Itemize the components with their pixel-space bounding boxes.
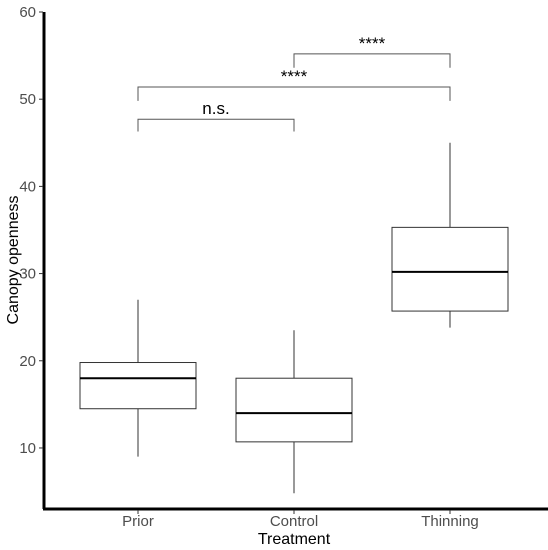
significance-bracket [137,86,451,101]
significance-label: **** [359,34,386,53]
significance-bracket [293,53,451,68]
box-prior [79,362,197,410]
x-tick-label: Thinning [421,513,479,530]
significance-bracket [137,118,295,132]
y-tick-label: 10 [19,440,36,457]
x-tick-label: Control [270,513,318,530]
y-tick-label: 30 [19,266,36,283]
plot-area: n.s. **** **** [79,34,509,494]
significance-label: n.s. [202,99,229,118]
box-control [235,377,353,443]
y-tick-label: 50 [19,91,36,108]
significance-label: **** [281,67,308,86]
x-tick-label: Prior [122,513,154,530]
y-tick-label: 20 [19,353,36,370]
y-axis-title: Canopy openness [5,196,22,325]
box-thinning [391,226,509,312]
y-tick-label: 60 [19,4,36,21]
x-axis-title: Treatment [258,531,331,548]
y-tick-label: 40 [19,178,36,195]
